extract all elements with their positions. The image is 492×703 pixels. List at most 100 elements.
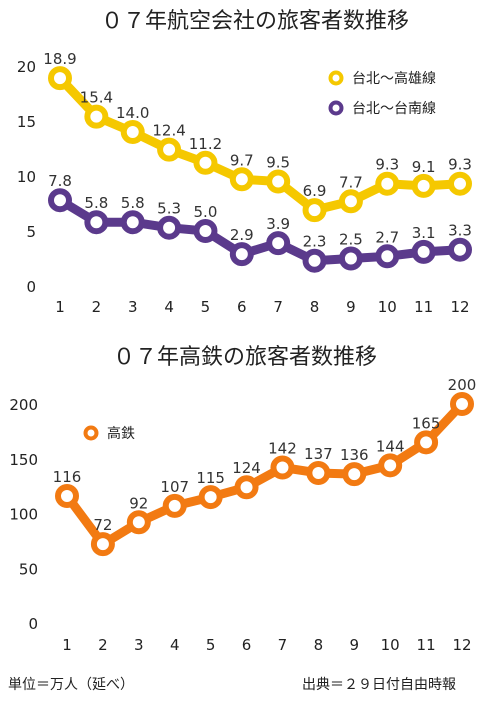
y-tick-label: 10	[17, 168, 36, 186]
data-label: 9.3	[375, 156, 399, 174]
x-tick-label: 5	[206, 636, 216, 654]
data-label: 18.9	[43, 50, 76, 68]
x-tick-label: 10	[381, 636, 400, 654]
data-point	[375, 244, 400, 269]
data-point	[84, 104, 109, 129]
data-label: 5.8	[121, 194, 145, 212]
x-tick-label: 7	[278, 636, 288, 654]
data-label: 15.4	[80, 89, 113, 107]
data-point	[193, 150, 218, 175]
data-point	[234, 475, 259, 500]
chart-title: ０７年高鉄の旅客者数推移	[113, 345, 377, 370]
data-point	[193, 219, 218, 243]
data-point	[448, 171, 472, 196]
data-point	[411, 173, 436, 198]
data-point	[229, 167, 254, 192]
data-point	[84, 210, 109, 235]
series-line	[55, 73, 465, 215]
data-label: 142	[268, 440, 297, 458]
y-tick-label: 0	[28, 615, 38, 633]
data-point	[48, 188, 72, 213]
data-point	[90, 532, 115, 557]
data-point	[126, 510, 151, 535]
x-tick-label: 3	[134, 636, 144, 654]
data-point	[229, 242, 254, 267]
data-point	[266, 169, 291, 194]
x-tick-label: 8	[314, 636, 324, 654]
x-tick-label: 4	[170, 636, 180, 654]
x-tick-label: 8	[310, 298, 320, 316]
data-point	[411, 239, 436, 264]
data-point	[338, 246, 363, 271]
data-point	[338, 189, 363, 214]
y-tick-label: 15	[17, 113, 36, 131]
x-tick-label: 12	[452, 636, 471, 654]
series-2: 7.8 5.8 5.8 5.3 5.0 2.9 3.9 2.3 2.5 2.7 3.1 3.3	[48, 172, 472, 273]
data-point	[266, 231, 291, 256]
x-tick-label: 5	[201, 298, 211, 316]
data-label: 165	[412, 414, 441, 432]
x-tick-label: 12	[450, 298, 469, 316]
data-label: 2.5	[339, 231, 363, 249]
data-label: 92	[129, 494, 148, 512]
y-tick-label: 20	[17, 58, 36, 76]
data-label: 9.5	[266, 154, 290, 172]
data-label: 7.7	[339, 173, 363, 191]
data-label: 9.7	[230, 151, 254, 169]
data-point	[378, 453, 403, 478]
x-tick-label: 3	[128, 298, 138, 316]
legend-label: 台北～高雄線	[352, 70, 436, 87]
y-tick-label: 100	[9, 506, 38, 524]
data-point	[375, 171, 400, 196]
data-point	[157, 215, 182, 240]
data-point	[48, 66, 72, 91]
data-label: 136	[340, 446, 369, 464]
data-point	[414, 430, 439, 455]
x-tick-label: 7	[273, 298, 283, 316]
data-label: 5.0	[194, 203, 218, 221]
x-tick-label: 2	[98, 636, 108, 654]
data-point	[306, 460, 331, 485]
x-tick-label: 4	[164, 298, 174, 316]
data-label: 144	[376, 437, 405, 455]
data-point	[55, 483, 79, 508]
data-label: 2.7	[375, 228, 399, 246]
data-label: 5.8	[84, 194, 108, 212]
data-label: 3.1	[412, 224, 436, 242]
legend-marker	[328, 70, 344, 86]
data-point	[162, 493, 187, 518]
series-1: 116 72 92 107 115 124 142 137 136 144 165 200	[53, 376, 477, 557]
data-label: 115	[196, 469, 225, 487]
unit-note: 単位＝万人（延べ）	[8, 677, 134, 693]
legend-label: 台北～台南線	[352, 101, 436, 117]
x-tick-label: 10	[378, 298, 397, 316]
data-label: 2.3	[303, 233, 327, 251]
y-tick-label: 50	[19, 560, 38, 578]
x-tick-label: 1	[55, 298, 65, 316]
data-point	[198, 485, 223, 510]
data-point	[270, 455, 295, 480]
series-1: 18.9 15.414.012.411.2 9.7 9.5 6.9 7.7 9.3 9.1 9.…	[43, 50, 472, 223]
x-tick-label: 6	[237, 298, 247, 316]
data-label: 124	[232, 459, 261, 477]
data-point	[120, 210, 145, 235]
data-point	[302, 248, 327, 273]
x-tick-label: 1	[62, 636, 72, 654]
data-label: 72	[93, 516, 112, 534]
data-label: 5.3	[157, 200, 181, 218]
data-point	[120, 120, 145, 144]
y-tick-label: 0	[26, 278, 36, 296]
data-point	[450, 392, 474, 416]
x-tick-label: 9	[346, 298, 356, 316]
legend-marker	[83, 425, 99, 441]
y-tick-label: 150	[9, 451, 38, 469]
data-label: 137	[304, 445, 333, 463]
data-label: 3.3	[448, 222, 472, 240]
data-label: 2.9	[230, 226, 254, 244]
data-point	[342, 462, 367, 487]
x-tick-label: 6	[242, 636, 252, 654]
data-label: 200	[448, 376, 477, 394]
